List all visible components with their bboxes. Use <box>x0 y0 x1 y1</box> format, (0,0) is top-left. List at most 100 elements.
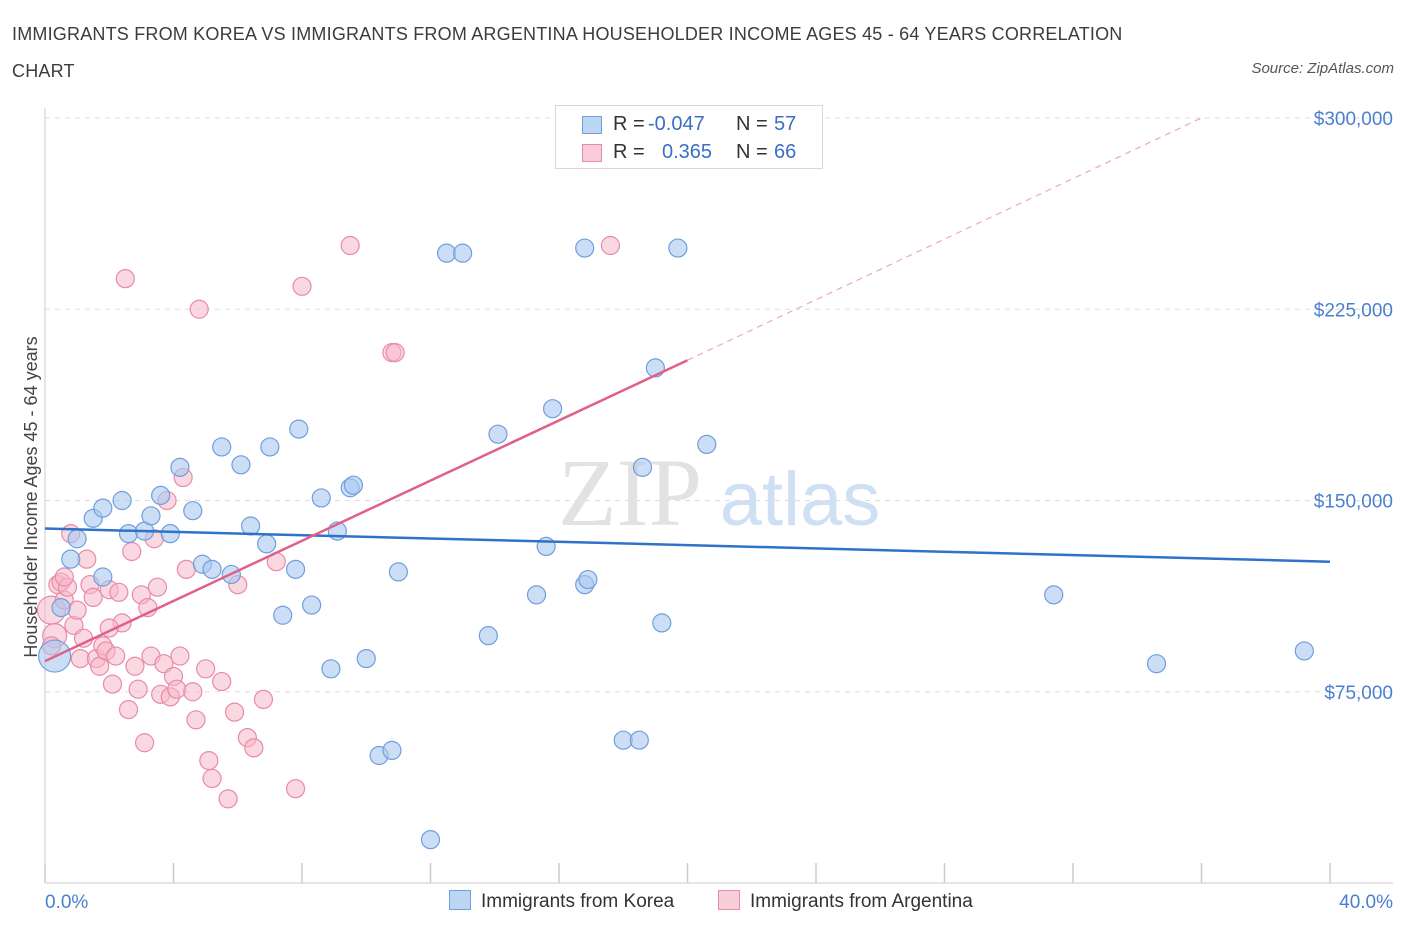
argentina-point <box>176 559 196 579</box>
argentina-point <box>67 600 87 620</box>
argentina-point <box>186 710 206 730</box>
korea-point <box>321 659 341 679</box>
korea-point <box>1146 654 1167 674</box>
watermark: ZIP atlas <box>558 439 880 546</box>
argentina-point <box>224 702 245 722</box>
argentina-point <box>183 682 203 702</box>
korea-point <box>488 424 508 444</box>
argentina-point <box>170 646 190 666</box>
gridlines <box>45 117 1393 693</box>
korea-point <box>478 626 498 646</box>
argentina-point <box>218 789 238 809</box>
legend-row-argentina: R = 0.365 N = 66 <box>556 138 822 166</box>
korea-point <box>578 569 598 590</box>
korea-point <box>112 490 132 511</box>
korea-point <box>382 740 402 761</box>
argentina-point <box>54 567 74 587</box>
korea-point <box>542 399 563 419</box>
korea-point <box>273 605 293 625</box>
korea-point <box>420 830 441 850</box>
argentina-point <box>122 541 142 562</box>
korea-trendline <box>44 527 1331 563</box>
korea-swatch <box>582 116 602 134</box>
korea-point <box>356 648 376 669</box>
legend-row-korea: R = -0.047 N = 57 <box>556 110 822 138</box>
korea-point <box>260 437 280 457</box>
korea-point <box>170 457 190 477</box>
argentina-swatch <box>582 144 602 162</box>
korea-point <box>436 243 457 263</box>
korea-point <box>526 585 547 605</box>
legend-korea-r-label: R = <box>613 113 645 135</box>
korea-point <box>697 434 717 454</box>
argentina-trendline <box>44 359 689 663</box>
legend-argentina-r-label: R = <box>613 141 645 163</box>
korea-point <box>51 597 71 618</box>
korea-point <box>231 455 251 475</box>
watermark-atlas: atlas <box>720 457 881 542</box>
argentina-point <box>385 343 405 363</box>
legend-argentina-r-value: 0.365 <box>662 141 713 163</box>
korea-point <box>575 238 595 258</box>
korea-point <box>151 485 171 505</box>
series-argentina <box>36 235 621 809</box>
correlation-legend: R = -0.047 N = 57 R = 0.365 N = 66 <box>555 105 823 169</box>
korea-point <box>93 567 113 587</box>
y-axis-label: Householder Income Ages 45 - 64 years <box>21 336 41 657</box>
argentina-point <box>600 235 621 256</box>
korea-point <box>183 501 203 521</box>
y-tick-label: $225,000 <box>1314 300 1393 321</box>
argentina-point <box>292 276 312 296</box>
argentina-point <box>196 659 216 679</box>
series-korea <box>38 238 1314 850</box>
argentina-point <box>202 768 222 789</box>
korea-point <box>160 524 180 544</box>
korea-point <box>302 595 322 615</box>
korea-point <box>257 534 277 554</box>
argentina-point <box>115 269 135 289</box>
korea-point <box>67 529 87 549</box>
korea-point <box>453 243 473 263</box>
argentina-point <box>70 648 90 669</box>
chart-title: IMMIGRANTS FROM KOREA VS IMMIGRANTS FROM… <box>12 24 1123 81</box>
argentina-point <box>167 679 187 699</box>
x-tick-label-max: 40.0% <box>1339 892 1393 913</box>
argentina-point <box>212 671 232 692</box>
korea-point <box>202 559 222 579</box>
argentina-point <box>147 577 168 597</box>
legend-argentina-n-value: 66 <box>774 141 797 163</box>
korea-point <box>629 730 649 750</box>
korea-point <box>1044 585 1064 605</box>
korea-point <box>241 516 261 536</box>
y-tick-label: $300,000 <box>1314 109 1393 130</box>
bottom-legend-korea: Immigrants from Korea <box>449 888 674 916</box>
argentina-point <box>253 689 274 710</box>
argentina-point <box>134 733 155 753</box>
argentina-point <box>125 656 145 676</box>
korea-point <box>668 238 688 258</box>
argentina-point <box>83 587 103 608</box>
korea-point <box>343 475 363 495</box>
korea-point <box>311 488 331 508</box>
argentina-legend-label: Immigrants from Argentina <box>750 891 973 912</box>
argentina-point <box>109 582 129 602</box>
argentina-point <box>73 628 94 648</box>
korea-point <box>613 730 633 750</box>
korea-point <box>652 613 672 633</box>
axes <box>44 108 1393 884</box>
korea-point <box>93 498 113 518</box>
korea-point <box>212 437 232 457</box>
argentina-legend-swatch <box>718 890 740 910</box>
argentina-point <box>77 549 97 569</box>
trendlines <box>44 117 1331 663</box>
legend-korea-n-value: 57 <box>774 113 797 135</box>
korea-point <box>61 549 81 569</box>
axis-labels: $75,000 $150,000 $225,000 $300,000 0.0% 40.0%… <box>21 109 1393 913</box>
argentina-point <box>118 699 139 720</box>
source-label: Source: ZipAtlas.com <box>1251 60 1394 77</box>
legend-korea-n-label: N = <box>736 113 768 135</box>
korea-legend-label: Immigrants from Korea <box>481 891 675 912</box>
korea-point <box>141 506 161 526</box>
legend-argentina-n-label: N = <box>736 141 768 163</box>
argentina-point <box>106 646 126 666</box>
